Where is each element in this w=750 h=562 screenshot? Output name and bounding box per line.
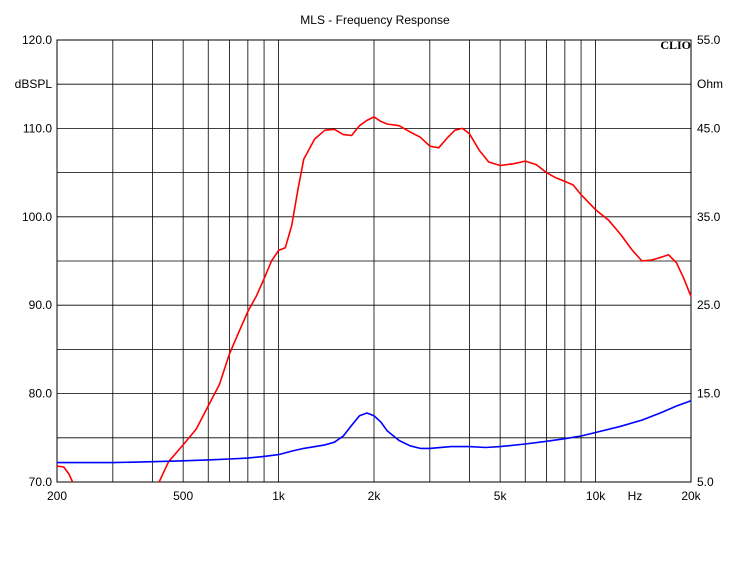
x-tick-label: 200 — [47, 489, 67, 503]
y-tick-label: 110.0 — [23, 121, 52, 135]
y2-tick-label: 15.0 — [697, 387, 721, 401]
y-tick-label: 90.0 — [29, 298, 53, 312]
y-tick-label: 70.0 — [29, 475, 53, 489]
y2-tick-labels: 55.0 45.0 35.0 25.0 15.0 5.0 — [697, 33, 721, 489]
x-tick-label: 20k — [681, 489, 701, 503]
y2-tick-label: 35.0 — [697, 210, 721, 224]
y-axis-label: dBSPL — [15, 77, 53, 91]
chart-title: MLS - Frequency Response — [300, 13, 450, 27]
x-tick-labels: 200 500 1k 2k 5k 10k 20k — [47, 489, 702, 503]
y2-tick-label: 45.0 — [697, 121, 721, 135]
x-axis-unit: Hz — [628, 489, 643, 503]
series-line-0 — [158, 116, 692, 483]
series-line-2 — [56, 465, 74, 483]
y2-tick-label: 5.0 — [697, 475, 714, 489]
x-tick-label: 1k — [272, 489, 286, 503]
y2-axis-label: Ohm — [697, 77, 723, 91]
y-tick-label: 120.0 — [22, 33, 52, 47]
y-tick-label: 100.0 — [22, 210, 52, 224]
y-tick-labels: 120.0 110.0 100.0 90.0 80.0 70.0 — [22, 33, 52, 489]
series — [56, 116, 692, 483]
brand-logo: CLIO — [660, 38, 691, 52]
y2-tick-label: 55.0 — [697, 33, 721, 47]
x-tick-label: 500 — [173, 489, 193, 503]
series-line-1 — [57, 399, 692, 464]
y2-tick-label: 25.0 — [697, 298, 721, 312]
grid — [57, 40, 691, 482]
y-tick-label: 80.0 — [29, 387, 53, 401]
x-tick-label: 5k — [494, 489, 508, 503]
x-tick-label: 10k — [586, 489, 606, 503]
x-tick-label: 2k — [368, 489, 382, 503]
plot-area-frame — [56, 39, 692, 483]
